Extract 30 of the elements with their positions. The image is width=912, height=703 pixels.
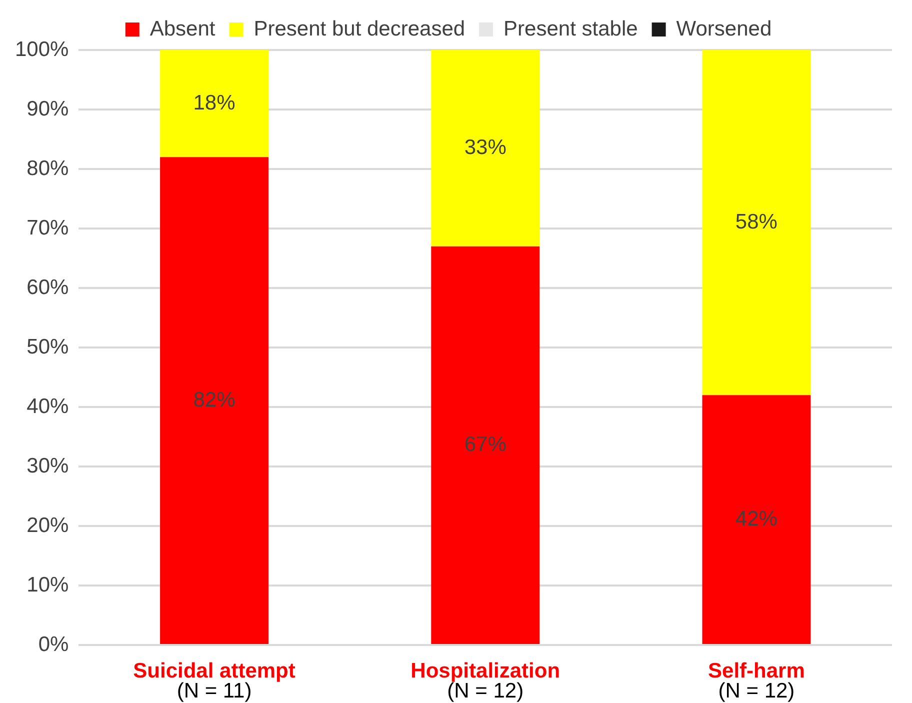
bar (431, 246, 540, 644)
data-label: 18% (193, 91, 236, 114)
y-tick-label: 20% (26, 514, 69, 537)
legend-label: Present stable (504, 17, 638, 40)
data-label: 33% (464, 136, 506, 159)
y-tick-label: 70% (26, 216, 69, 240)
y-tick-label: 50% (26, 335, 69, 358)
data-label: 58% (735, 210, 778, 234)
bar (160, 50, 268, 158)
y-tick-label: 0% (38, 632, 69, 656)
y-tick-label: 100% (14, 38, 69, 61)
y-tick-label: 30% (26, 454, 69, 478)
bar (160, 157, 268, 644)
y-tick-label: 80% (26, 156, 69, 180)
legend-label: Absent (150, 17, 216, 40)
x-tick-label: Hospitalization (N = 12) (410, 659, 560, 702)
bar (702, 50, 811, 396)
y-tick-label: 60% (26, 276, 69, 299)
legend-label: Present but decreased (254, 17, 466, 40)
y-tick-label: 40% (26, 394, 69, 418)
bar (702, 395, 811, 644)
data-label: 67% (464, 432, 506, 456)
y-tick-label: 90% (26, 97, 69, 120)
legend-label: Worsened (676, 17, 772, 40)
x-tick-label: Suicidal attempt (N = 11) (133, 659, 296, 702)
bar (431, 50, 540, 246)
y-tick-label: 10% (26, 573, 69, 596)
data-label: 82% (193, 388, 236, 412)
data-label: 42% (735, 507, 778, 530)
x-tick-label: Self-harm (N = 12) (708, 659, 805, 702)
